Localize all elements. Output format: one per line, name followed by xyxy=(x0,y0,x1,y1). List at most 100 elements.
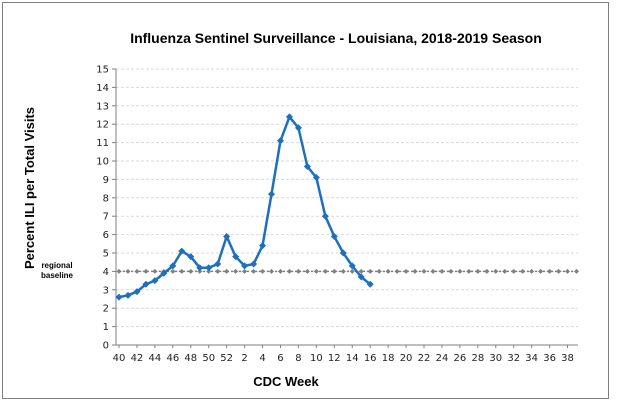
series-point-ili xyxy=(187,253,195,261)
y-tick-label-10: 10 xyxy=(96,157,109,168)
series-layer xyxy=(115,113,374,301)
baseline-point xyxy=(233,268,239,274)
baseline-point xyxy=(197,268,203,274)
series-point-ili xyxy=(330,232,338,240)
baseline-point xyxy=(475,268,481,274)
y-tick-label-11: 11 xyxy=(96,138,109,149)
series-point-ili xyxy=(115,293,123,301)
baseline-point xyxy=(430,268,436,274)
series-point-ili xyxy=(196,264,204,272)
series-point-ili xyxy=(312,174,320,182)
grid-layer xyxy=(112,68,578,346)
baseline-point xyxy=(331,268,337,274)
baseline-point xyxy=(574,268,580,274)
baseline-point xyxy=(125,268,131,274)
baseline-point xyxy=(511,268,517,274)
baseline-point xyxy=(179,268,185,274)
series-point-ili xyxy=(160,269,168,277)
x-tick-label-28: 28 xyxy=(471,353,484,364)
baseline-point xyxy=(170,268,176,274)
baseline-point xyxy=(269,268,275,274)
y-tick-label-3: 3 xyxy=(103,285,109,296)
baseline-point xyxy=(152,268,158,274)
baseline-point xyxy=(556,268,562,274)
baseline-point xyxy=(188,268,194,274)
baseline-point xyxy=(376,268,382,274)
series-point-ili xyxy=(169,262,177,270)
series-point-ili xyxy=(214,260,222,268)
x-tick-label-52: 52 xyxy=(220,353,233,364)
x-tick-label-40: 40 xyxy=(113,353,126,364)
x-tick-label-18: 18 xyxy=(382,353,395,364)
baseline-point xyxy=(260,268,266,274)
baseline-point xyxy=(466,268,472,274)
x-tick-label-6: 6 xyxy=(277,353,283,364)
baseline-point xyxy=(116,268,122,274)
baseline-point xyxy=(439,268,445,274)
baseline-point xyxy=(295,268,301,274)
y-tick-label-15: 15 xyxy=(96,65,109,76)
x-tick-label-32: 32 xyxy=(507,353,520,364)
x-tick-label-50: 50 xyxy=(202,353,215,364)
series-point-ili xyxy=(285,113,293,121)
series-point-ili xyxy=(303,163,311,171)
baseline-point xyxy=(502,268,508,274)
baseline-point xyxy=(538,268,544,274)
baseline-point xyxy=(277,268,283,274)
series-point-ili xyxy=(366,280,374,288)
axes-layer xyxy=(115,69,578,346)
baseline-point xyxy=(448,268,454,274)
x-tick-label-36: 36 xyxy=(543,353,556,364)
baseline-point xyxy=(304,268,310,274)
series-point-ili xyxy=(133,288,141,296)
series-point-ili xyxy=(142,280,150,288)
baseline-point xyxy=(412,268,418,274)
x-tick-label-4: 4 xyxy=(259,353,265,364)
baseline-point xyxy=(206,268,212,274)
series-point-ili xyxy=(223,232,231,240)
series-point-ili xyxy=(348,262,356,270)
x-tick-label-44: 44 xyxy=(149,353,162,364)
baseline-point xyxy=(286,268,292,274)
x-tick-label-46: 46 xyxy=(166,353,179,364)
series-point-ili xyxy=(276,137,284,145)
x-tick-label-2: 2 xyxy=(241,353,247,364)
series-point-ili xyxy=(259,242,267,250)
y-tick-label-13: 13 xyxy=(96,101,109,112)
baseline-point xyxy=(143,268,149,274)
series-point-ili xyxy=(250,260,258,268)
y-tick-label-1: 1 xyxy=(103,322,109,333)
baseline-label-line2: baseline xyxy=(41,271,74,280)
series-point-ili xyxy=(178,247,186,255)
x-tick-label-14: 14 xyxy=(346,353,359,364)
baseline-point xyxy=(358,268,364,274)
series-point-ili xyxy=(151,277,159,285)
baseline-point xyxy=(134,268,140,274)
y-tick-label-4: 4 xyxy=(103,267,109,278)
series-point-ili xyxy=(268,190,276,198)
baseline-point xyxy=(340,268,346,274)
x-tick-label-10: 10 xyxy=(310,353,323,364)
x-tick-label-24: 24 xyxy=(436,353,449,364)
baseline-point xyxy=(385,268,391,274)
baseline-point xyxy=(322,268,328,274)
y-tick-label-0: 0 xyxy=(103,341,109,352)
baseline-point xyxy=(313,268,319,274)
baseline-point xyxy=(520,268,526,274)
baseline-point xyxy=(251,268,257,274)
baseline-point xyxy=(403,268,409,274)
y-tick-label-6: 6 xyxy=(103,230,109,241)
baseline-point xyxy=(421,268,427,274)
series-point-ili xyxy=(124,291,132,299)
series-point-ili xyxy=(205,264,213,272)
baseline-point xyxy=(565,268,571,274)
x-tick-label-34: 34 xyxy=(525,353,538,364)
y-tick-label-8: 8 xyxy=(103,193,109,204)
x-tick-label-42: 42 xyxy=(131,353,144,364)
x-tick-labels: 40 42 44 46 48 50 52 2 4 6 8 10 12 14 16 18 20 22 24 26 28 30… xyxy=(113,345,574,364)
x-axis-title: CDC Week xyxy=(253,374,319,389)
chart-frame: 0 1 2 3 4 5 6 7 8 9 10 11 12 13 14 15 40 42 44 46 48 50 52 2 4 6… xyxy=(2,2,609,399)
y-tick-label-9: 9 xyxy=(103,175,109,186)
